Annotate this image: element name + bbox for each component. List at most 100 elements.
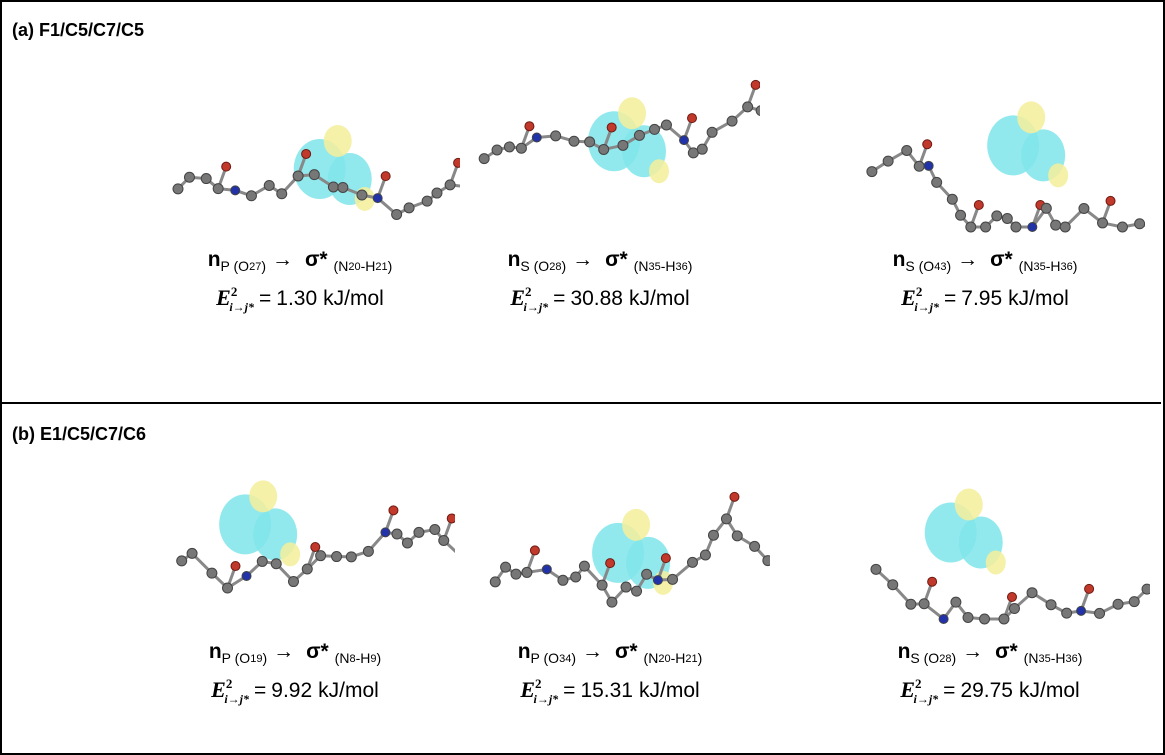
energy-sub: i→j* (534, 692, 559, 706)
energy: E2i→j*=7.95kJ/mol (805, 284, 1165, 315)
nbo-item: nS (O28)→σ*(N35-H36)E2i→j*=29.75kJ/mol (810, 454, 1165, 707)
transition-part: (N (634, 258, 649, 274)
energy-value: 15.31 (580, 679, 633, 702)
transition-part: 34 (559, 653, 571, 665)
transition-part: → (957, 248, 978, 271)
transition-part: (N (644, 650, 659, 666)
transition-part: -H (1046, 258, 1061, 274)
panel-label: (b) E1/C5/C7/C6 (12, 424, 146, 445)
molecule (140, 62, 460, 242)
energy-sup: 2 (916, 284, 923, 299)
unit: kJ/mol (1019, 679, 1080, 702)
energy-value: 7.95 (961, 287, 1002, 310)
equals: = (943, 679, 955, 702)
energy-sub: i→j* (914, 300, 939, 314)
energy-sup: 2 (231, 284, 238, 299)
energy-symbol: E (900, 677, 915, 702)
transition-part: 43 (934, 261, 946, 273)
transition: nS (O28)→σ*(N35-H36) (810, 640, 1165, 666)
transition-part: → (582, 640, 603, 663)
unit: kJ/mol (318, 679, 379, 702)
energy-value: 9.92 (271, 679, 312, 702)
transition-part: 21 (685, 653, 697, 665)
transition-part: P (O (222, 650, 251, 666)
panel-label: (a) F1/C5/C7/C5 (12, 20, 144, 41)
transition-part: σ* (305, 248, 328, 271)
molecule (135, 454, 455, 634)
equals: = (553, 287, 565, 310)
molecule (450, 454, 770, 634)
transition-part: n (898, 640, 911, 663)
energy-value: 29.75 (960, 679, 1013, 702)
equals: = (563, 679, 575, 702)
energy-symbol: E (510, 285, 525, 310)
transition-part: → (962, 640, 983, 663)
energy-value: 1.30 (276, 287, 317, 310)
transition-part: 35 (648, 261, 660, 273)
transition-part: → (273, 640, 294, 663)
unit: kJ/mol (639, 679, 700, 702)
transition-part: (N (334, 258, 349, 274)
transition-part: (N (1024, 650, 1039, 666)
transition: nS (O43)→σ*(N35-H36) (805, 248, 1165, 274)
transition-part: P (O (221, 258, 250, 274)
transition-part: 21 (375, 261, 387, 273)
transition-part: n (518, 640, 531, 663)
molecule (825, 62, 1145, 242)
transition-part: -H (356, 650, 371, 666)
transition-part: S (O (520, 258, 549, 274)
energy-sup: 2 (535, 676, 542, 691)
transition-part: σ* (995, 640, 1018, 663)
equals: = (259, 287, 271, 310)
transition-part: 28 (939, 653, 951, 665)
energy: E2i→j* =30.88 kJ/mol (420, 284, 780, 315)
transition-part: n (208, 248, 221, 271)
transition-part: 35 (1038, 653, 1050, 665)
transition-part: σ* (306, 640, 329, 663)
equals: = (254, 679, 266, 702)
unit: kJ/mol (629, 287, 690, 310)
transition-part: 36 (1065, 653, 1077, 665)
molecule (440, 62, 760, 242)
energy-sup: 2 (525, 284, 532, 299)
transition-part: ) (698, 650, 703, 666)
transition-part: ) (1073, 258, 1078, 274)
equals: = (944, 287, 956, 310)
transition: nP (O34)→σ*(N20-H21) (430, 640, 790, 666)
energy-value: 30.88 (570, 287, 623, 310)
transition-part: n (508, 248, 521, 271)
transition-part: 19 (250, 653, 262, 665)
transition-part: (N (335, 650, 350, 666)
transition-part: ) (688, 258, 693, 274)
transition-part: ) (571, 650, 576, 666)
unit: kJ/mol (323, 287, 384, 310)
energy-sub: i→j* (224, 692, 249, 706)
transition-part: n (893, 248, 906, 271)
transition-part: n (209, 640, 222, 663)
transition-part: σ* (990, 248, 1013, 271)
transition-part: (N (1019, 258, 1034, 274)
transition-part: ) (261, 258, 266, 274)
transition-part: ) (1078, 650, 1083, 666)
energy-sub: i→j* (524, 300, 549, 314)
energy-sub: i→j* (229, 300, 254, 314)
transition-part: ) (376, 650, 381, 666)
transition-part: ) (388, 258, 393, 274)
transition-part: 20 (348, 261, 360, 273)
energy-sup: 2 (226, 676, 233, 691)
transition-part: ) (262, 650, 267, 666)
transition-part: ) (946, 258, 951, 274)
transition-part: -H (671, 650, 686, 666)
transition-part: σ* (615, 640, 638, 663)
transition: nS (O28)→σ*(N35-H36) (420, 248, 780, 274)
transition-part: 20 (658, 653, 670, 665)
transition-part: -H (361, 258, 376, 274)
transition-part: -H (1051, 650, 1066, 666)
